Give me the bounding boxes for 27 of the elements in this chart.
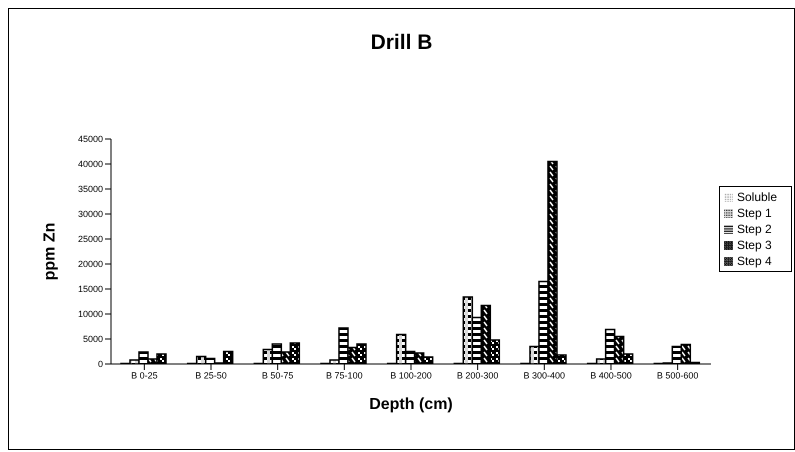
- x-tick-label: B 25-50: [195, 370, 227, 380]
- y-tick-label: 10000: [78, 309, 103, 320]
- legend-label: Step 2: [736, 222, 772, 236]
- y-tick-label: 35000: [78, 184, 103, 194]
- legend-label: Step 4: [736, 254, 772, 268]
- x-axis-title: Depth (cm): [369, 396, 453, 413]
- x-tick-label: B 100-200: [390, 370, 432, 380]
- y-tick-label: 5000: [82, 334, 103, 344]
- y-axis-title: ppm Zn: [42, 222, 59, 280]
- legend-label: Step 1: [736, 206, 772, 220]
- y-tick-label: 20000: [78, 259, 103, 270]
- x-tick-label: B 0-25: [131, 370, 158, 380]
- x-tick-label: B 75-100: [326, 370, 363, 380]
- x-tick-label: B 300-400: [524, 370, 566, 380]
- y-tick-label: 45000: [78, 134, 103, 144]
- y-tick-label: 15000: [78, 284, 103, 294]
- chart-title: Drill B: [370, 31, 434, 55]
- x-tick-label: B 500-600: [656, 370, 698, 380]
- x-tick-label: B 200-300: [456, 370, 498, 380]
- y-tick-label: 40000: [78, 159, 103, 170]
- legend-label: Step 3: [736, 238, 772, 252]
- y-tick-label: 30000: [78, 209, 103, 220]
- y-tick-label: 0: [98, 359, 103, 370]
- legend-label: Soluble: [736, 190, 777, 204]
- x-tick-label: B 50-75: [262, 370, 294, 380]
- x-tick-label: B 400-500: [590, 370, 632, 380]
- y-tick-label: 25000: [78, 234, 103, 244]
